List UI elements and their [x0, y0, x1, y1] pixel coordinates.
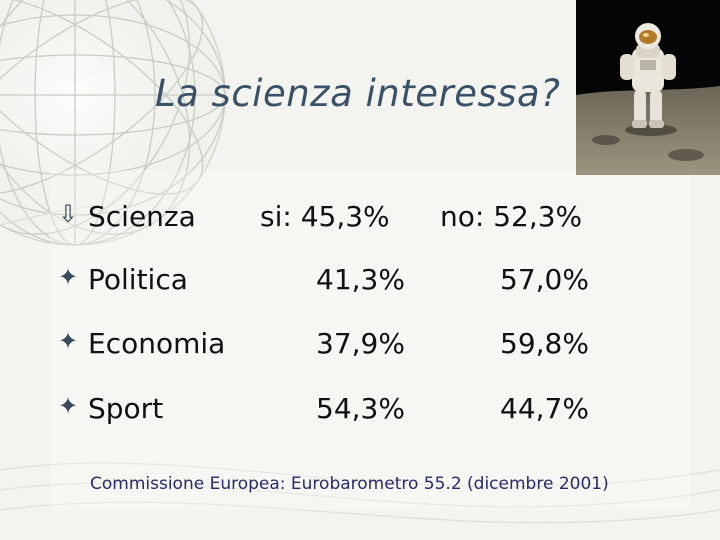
- table-row: ✦ Economia 37,9% 59,8%: [58, 327, 698, 371]
- row-label: Scienza: [88, 200, 196, 233]
- star-bullet-icon: ✦: [58, 327, 79, 355]
- wave-lines: [0, 204, 720, 524]
- yes-value: si: 45,3%: [260, 200, 390, 233]
- no-value: no: 52,3%: [440, 200, 583, 233]
- row-label: Sport: [88, 392, 164, 425]
- globe-graphic: [0, 0, 226, 246]
- no-value: 57,0%: [500, 263, 589, 296]
- arrow-down-bullet-icon: ⇩: [58, 200, 79, 228]
- yes-value: 54,3%: [316, 392, 405, 425]
- star-bullet-icon: ✦: [58, 263, 79, 291]
- table-row: ⇩ Scienza si: 45,3% no: 52,3%: [58, 200, 698, 244]
- no-value: 59,8%: [500, 327, 589, 360]
- row-label: Economia: [88, 327, 226, 360]
- row-label: Politica: [88, 263, 188, 296]
- yes-value: 37,9%: [316, 327, 405, 360]
- star-bullet-icon: ✦: [58, 392, 79, 420]
- astronaut-photo: [576, 0, 720, 175]
- table-row: ✦ Sport 54,3% 44,7%: [58, 392, 698, 436]
- astronaut-on-moon-icon: [576, 0, 720, 175]
- table-row: ✦ Politica 41,3% 57,0%: [58, 263, 698, 307]
- no-value: 44,7%: [500, 392, 589, 425]
- yes-value: 41,3%: [316, 263, 405, 296]
- source-citation: Commissione Europea: Eurobarometro 55.2 …: [90, 474, 609, 494]
- slide-title: La scienza interessa?: [155, 72, 561, 115]
